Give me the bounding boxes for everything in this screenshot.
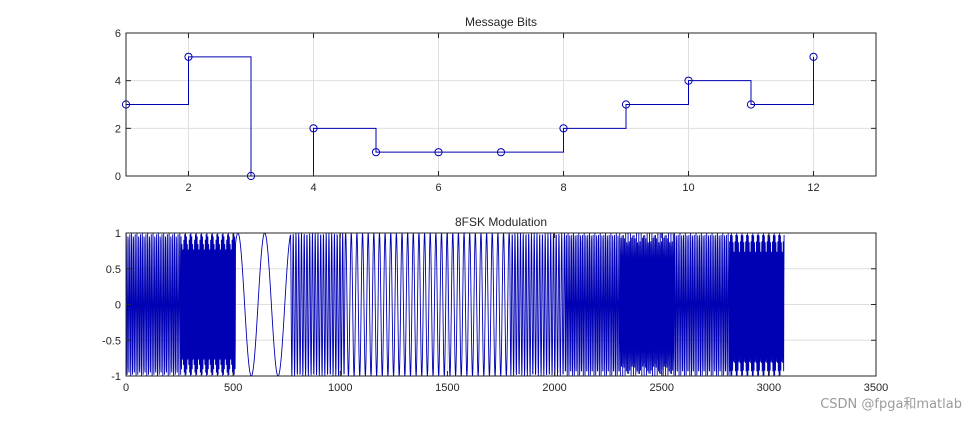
message-bits-x-tick-label: 8: [560, 182, 566, 194]
message-bits-point: [184, 52, 193, 61]
message-bits-point: [621, 100, 631, 109]
message-bits-y-tick-label: 0: [115, 171, 121, 183]
message-bits-stairs-line: [126, 56, 814, 177]
message-bits-x-tick-label: 4: [310, 182, 316, 194]
fsk-modulation-x-tick-label: 0: [123, 382, 129, 394]
message-bits-series: [126, 56, 814, 177]
message-bits-plot: Message Bits 2 4 6 8 10 12 0 2 4 6: [115, 15, 877, 194]
fsk-modulation-y-tick-label: -1: [111, 371, 121, 383]
message-bits-point: [809, 52, 818, 61]
watermark: CSDN @fpga和matlab: [820, 397, 962, 412]
fsk-modulation-title: 8FSK Modulation: [455, 215, 547, 229]
fsk-modulation-x-tick-label: 1500: [435, 382, 459, 394]
message-bits-y-tick-label: 2: [115, 123, 121, 135]
message-bits-y-tick-label: 6: [115, 28, 121, 40]
fsk-modulation-x-tick-label: 1000: [328, 382, 352, 394]
fsk-modulation-signal-line: [125, 231, 785, 378]
fsk-modulation-x-tick-label: 500: [224, 382, 242, 394]
message-bits-point: [371, 148, 381, 157]
fsk-modulation-series: [125, 231, 785, 378]
fsk-modulation-x-tick-label: 3000: [757, 382, 781, 394]
message-bits-point: [684, 76, 693, 85]
message-bits-point: [746, 100, 756, 109]
message-bits-point: [496, 148, 506, 157]
message-bits-title: Message Bits: [465, 15, 537, 29]
message-bits-y-tick-label: 4: [115, 76, 121, 88]
fsk-modulation-y-tick-label: 0: [115, 300, 121, 312]
fsk-modulation-x-tick-label: 2500: [649, 382, 673, 394]
fsk-modulation-plot: 8FSK Modulation 0 500 1000 1500 2000 2500 3000…: [102, 215, 888, 394]
fsk-modulation-x-tick-label: 3500: [864, 382, 888, 394]
message-bits-axes-frame: [125, 32, 877, 177]
message-bits-x-tick-label: 2: [185, 182, 191, 194]
message-bits-point: [309, 124, 318, 133]
fsk-modulation-x-tick-label: 2000: [542, 382, 566, 394]
fsk-modulation-y-tick-label: -0.5: [102, 335, 121, 347]
fsk-modulation-ticks: 0 500 1000 1500 2000 2500 3000 3500 -1 -0.5 0 0.5 1: [102, 228, 888, 394]
message-bits-ticks: 2 4 6 8 10 12 0 2 4 6: [115, 28, 876, 194]
fsk-modulation-y-tick-label: 0.5: [106, 264, 121, 276]
fsk-modulation-y-tick-label: 1: [115, 228, 121, 240]
message-bits-x-tick-label: 10: [682, 182, 694, 194]
message-bits-point: [559, 124, 568, 133]
message-bits-x-tick-label: 6: [435, 182, 441, 194]
message-bits-x-tick-label: 12: [807, 182, 819, 194]
message-bits-point: [434, 148, 443, 157]
